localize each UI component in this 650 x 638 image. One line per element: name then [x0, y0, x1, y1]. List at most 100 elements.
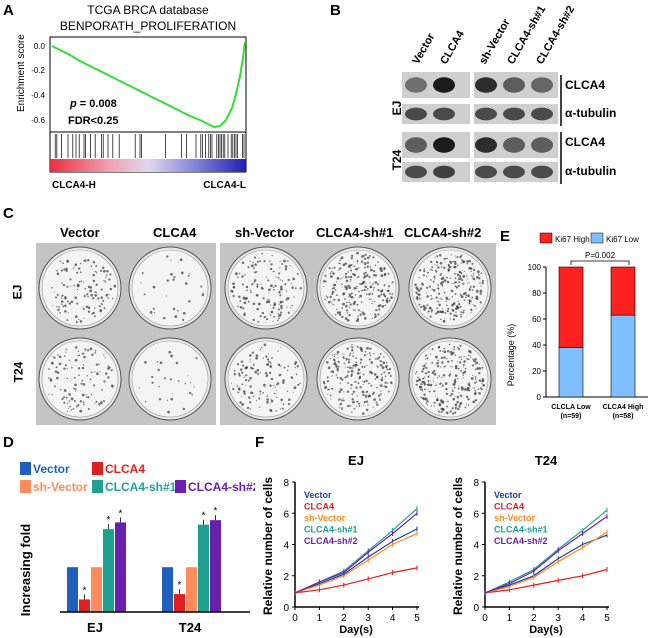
colony-dot — [95, 283, 98, 286]
colony-dot — [356, 319, 359, 323]
colony-dot — [377, 294, 381, 298]
fold-bar — [79, 599, 90, 612]
colony-dot — [349, 303, 352, 306]
colony-dot — [386, 300, 389, 303]
colony-dot — [352, 352, 355, 354]
colony-dot — [70, 285, 72, 287]
colony-dot — [462, 261, 464, 263]
colony-dot — [251, 283, 254, 286]
colony-dot — [68, 393, 71, 396]
colony-dot — [416, 384, 419, 386]
colony-dot — [357, 382, 360, 385]
colony-dot — [65, 267, 68, 270]
gsea-pvalue: p = 0.008 — [69, 98, 117, 110]
colony-dot — [386, 289, 390, 293]
colony-dot — [245, 297, 249, 300]
colony-dot — [359, 361, 362, 364]
colony-dot — [453, 379, 457, 382]
colony-dot — [475, 363, 477, 365]
blot-band — [405, 77, 427, 93]
colony-dot — [170, 354, 173, 358]
colony-dot — [332, 272, 335, 275]
colony-dot — [74, 388, 77, 391]
colony-dot — [481, 378, 485, 381]
colony-dot — [360, 260, 363, 263]
colony-dot — [387, 273, 390, 275]
colony-dot — [437, 287, 440, 290]
colony-dot — [291, 304, 293, 307]
colony-dot — [51, 362, 54, 365]
colony-dot — [331, 270, 333, 273]
colony-dot — [358, 405, 361, 407]
colony-dot — [376, 365, 378, 367]
colony-dot — [89, 289, 93, 293]
colony-dot — [277, 277, 280, 279]
colony-dot — [60, 269, 64, 272]
growth-series-line — [484, 515, 608, 594]
colony-dot — [244, 378, 248, 382]
fold-legend: Vector CLCA4 sh-Vector CLCA4-sh#1 CLCA4-… — [20, 462, 255, 494]
colony-dot — [466, 262, 468, 265]
fold-bar — [186, 567, 197, 612]
colony-dot — [64, 304, 66, 307]
colony-dot — [356, 251, 359, 255]
colony-dot — [100, 302, 103, 305]
colony-dot — [465, 403, 467, 405]
colony-dot — [334, 362, 336, 364]
cell-line-t24: T24 — [390, 149, 404, 170]
legend-swatch — [92, 480, 103, 493]
colony-dot — [361, 350, 363, 353]
colony-dot — [372, 406, 374, 408]
colony-dot — [236, 363, 240, 366]
colony-dot — [258, 397, 261, 400]
colony-dot — [386, 297, 389, 300]
colony-dot — [77, 289, 79, 291]
colony-dot — [455, 286, 459, 289]
colony-dot — [73, 376, 76, 379]
colony-dot — [275, 384, 278, 386]
colony-dot — [79, 400, 83, 403]
colony-dot — [352, 364, 355, 367]
colony-dot — [436, 255, 439, 258]
colony-dot — [278, 303, 280, 305]
colony-dot — [460, 358, 462, 361]
colony-dot — [380, 373, 383, 376]
colony-dot — [453, 383, 456, 386]
colony-dot — [422, 397, 425, 400]
colony-dot — [451, 359, 453, 362]
colony-dot — [87, 407, 90, 411]
growth-legend-item: CLCA4-sh#1 — [304, 525, 358, 535]
colony-dot — [340, 399, 343, 402]
colony-dot — [366, 364, 368, 366]
colony-dot — [248, 396, 251, 399]
colony-dot — [465, 395, 469, 398]
colony-dot — [344, 376, 347, 379]
colony-dot — [250, 391, 253, 395]
colony-dot — [387, 390, 390, 393]
colony-dot — [335, 364, 338, 367]
colony-dot — [454, 293, 457, 295]
colony-dot — [101, 266, 105, 270]
colony-dot — [452, 412, 455, 415]
colony-dot — [279, 279, 281, 281]
colony-dot — [468, 288, 472, 291]
legend-swatch — [20, 462, 31, 475]
colony-dot — [466, 357, 469, 360]
colony-dot — [83, 317, 85, 319]
colony-dot — [94, 294, 98, 297]
colony-dot — [431, 361, 434, 364]
growth-xtick-label: 2 — [341, 613, 347, 624]
colony-dot — [67, 312, 70, 314]
colony-dot — [100, 296, 103, 299]
colony-dot — [479, 301, 482, 304]
colony-dot — [75, 405, 78, 408]
colony-dot — [363, 316, 367, 320]
colony-dot — [104, 356, 106, 359]
colony-dot — [247, 266, 250, 269]
colony-dot — [164, 377, 166, 380]
colony-col-sh-vector: sh-Vector — [235, 225, 295, 240]
colony-dot — [452, 309, 455, 312]
colony-dot — [464, 367, 467, 370]
colony-dot — [354, 363, 357, 367]
colony-dot — [437, 266, 440, 269]
